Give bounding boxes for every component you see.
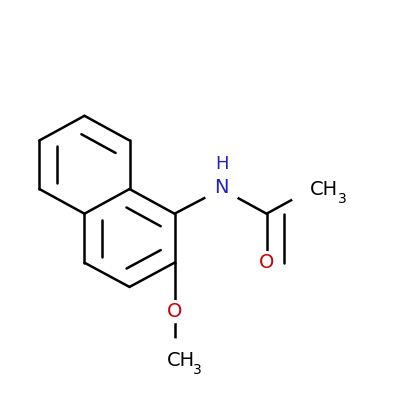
Text: O: O <box>167 302 182 321</box>
Text: H: H <box>215 155 228 173</box>
Circle shape <box>256 252 278 274</box>
Text: 3: 3 <box>338 192 347 206</box>
Text: O: O <box>259 253 274 272</box>
Circle shape <box>204 172 239 207</box>
Circle shape <box>164 301 186 322</box>
Text: N: N <box>214 178 229 197</box>
Text: 3: 3 <box>193 363 202 377</box>
Text: CH: CH <box>167 351 195 370</box>
Circle shape <box>153 339 196 382</box>
Text: CH: CH <box>310 180 338 198</box>
Circle shape <box>290 168 333 210</box>
